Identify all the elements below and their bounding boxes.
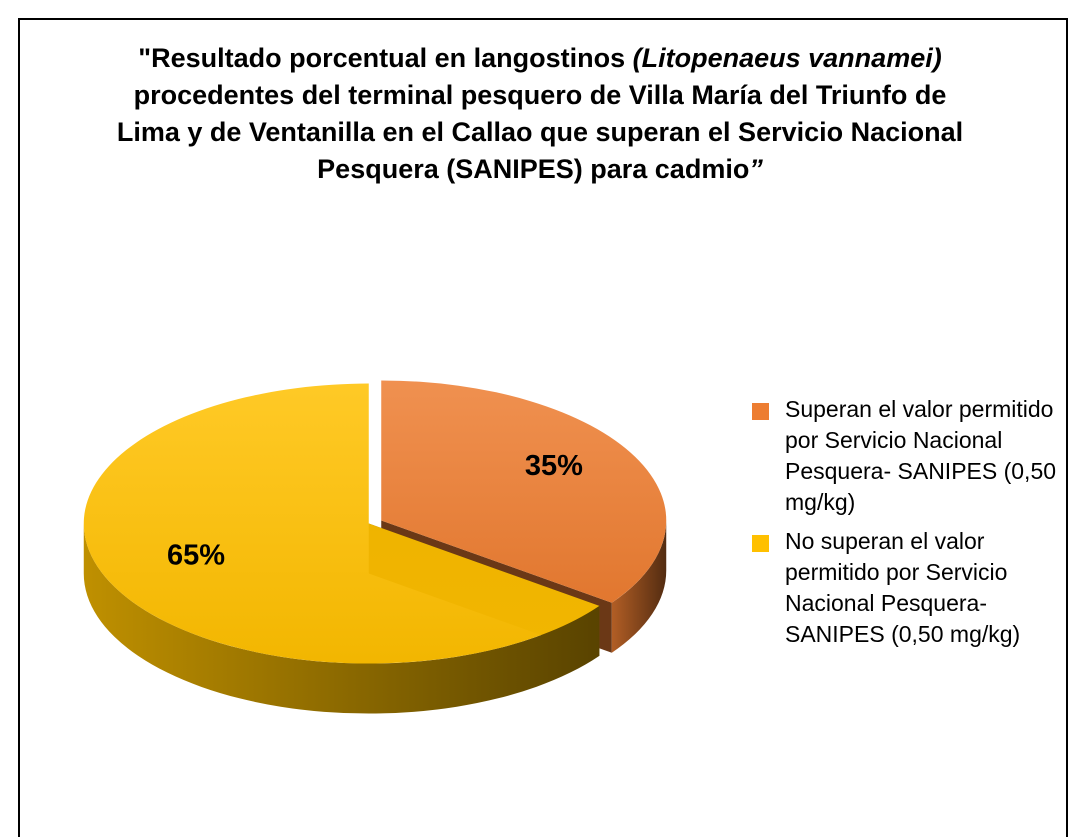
legend-item: Superan el valor permitido por Servicio … [752, 394, 1082, 518]
data-label: 35% [525, 450, 583, 482]
legend-label: Superan el valor permitido por Servicio … [785, 396, 1057, 515]
legend-swatch [752, 535, 769, 552]
chart-title: "Resultado porcentual en langostinos (Li… [100, 40, 980, 188]
title-part: procedentes del terminal pesquero de Vil… [116, 80, 964, 184]
legend-swatch [752, 403, 769, 420]
title-part: ” [749, 154, 763, 184]
frame [18, 18, 1068, 837]
legend-item: No superan el valor permitido por Servic… [752, 526, 1082, 650]
slice [381, 380, 667, 603]
legend: Superan el valor permitido por Servicio … [752, 394, 1082, 658]
title-part: "Resultado porcentual en langostinos [138, 43, 633, 73]
slice [83, 383, 600, 664]
slice-side [611, 520, 667, 653]
slice-side [83, 523, 600, 714]
title-part: (Litopenaeus vannamei) [632, 43, 942, 73]
data-label: 65% [167, 539, 225, 571]
legend-label: No superan el valor permitido por Servic… [785, 528, 1021, 647]
